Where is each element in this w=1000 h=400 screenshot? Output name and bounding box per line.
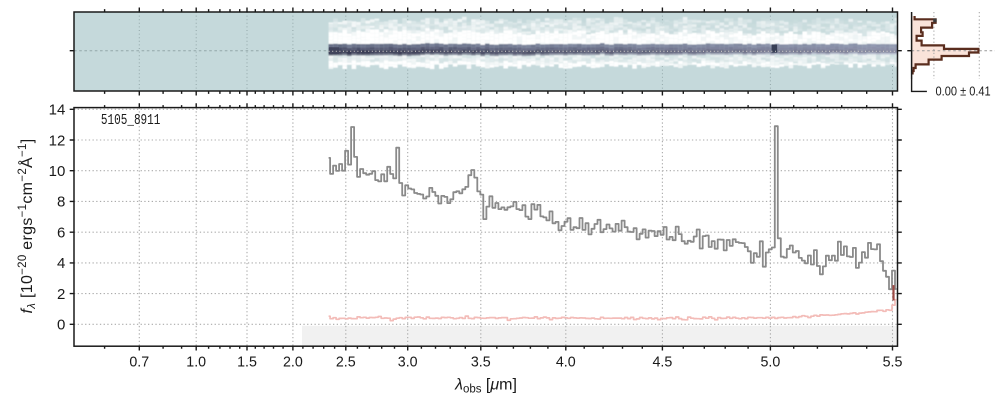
svg-text:5.0: 5.0 xyxy=(761,353,781,370)
svg-text:10: 10 xyxy=(49,163,66,180)
svg-text:5.5: 5.5 xyxy=(883,353,903,370)
svg-text:4.0: 4.0 xyxy=(556,353,576,370)
svg-text:2.5: 2.5 xyxy=(336,353,356,370)
svg-text:8: 8 xyxy=(57,194,65,211)
svg-text:4.5: 4.5 xyxy=(653,353,673,370)
svg-text:3.0: 3.0 xyxy=(398,353,418,370)
svg-text:5105_8911: 5105_8911 xyxy=(101,113,160,129)
svg-text:λobs [μm]: λobs [μm] xyxy=(454,377,517,396)
svg-text:2.0: 2.0 xyxy=(283,353,303,370)
svg-text:1.0: 1.0 xyxy=(186,353,206,370)
svg-text:14: 14 xyxy=(49,102,66,119)
svg-text:0.7: 0.7 xyxy=(129,353,149,370)
svg-text:12: 12 xyxy=(49,132,66,149)
svg-text:0.00 ± 0.41: 0.00 ± 0.41 xyxy=(936,83,991,98)
svg-text:4: 4 xyxy=(57,255,65,272)
svg-text:6: 6 xyxy=(57,225,65,242)
svg-text:1.5: 1.5 xyxy=(237,353,257,370)
svg-text:0: 0 xyxy=(57,317,65,334)
svg-text:fλ [10−20 ergs−1cm−2Å−1]: fλ [10−20 ergs−1cm−2Å−1] xyxy=(17,139,38,314)
svg-text:2: 2 xyxy=(57,286,65,303)
svg-text:3.5: 3.5 xyxy=(471,353,491,370)
